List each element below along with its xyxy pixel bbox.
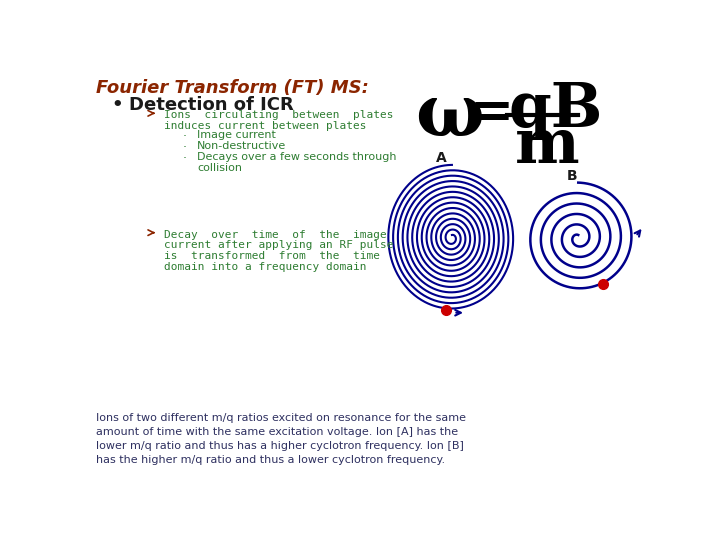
Text: is  transformed  from  the  time: is transformed from the time [163, 251, 379, 261]
Text: current after applying an RF pulse: current after applying an RF pulse [163, 240, 393, 251]
Text: •: • [112, 96, 123, 113]
Text: ·: · [183, 141, 187, 154]
Text: m: m [515, 117, 580, 177]
Text: induces current between plates: induces current between plates [163, 121, 366, 131]
Text: ·: · [183, 152, 187, 165]
Text: A: A [436, 151, 447, 165]
Text: ·: · [183, 130, 187, 143]
Text: Ions of two different m/q ratios excited on resonance for the same
amount of tim: Ions of two different m/q ratios excited… [96, 413, 467, 465]
Text: =: = [469, 88, 514, 139]
Text: ω: ω [415, 80, 485, 151]
Text: domain into a frequency domain: domain into a frequency domain [163, 262, 366, 272]
Text: B: B [567, 168, 577, 183]
Text: Fourier Transform (FT) MS:: Fourier Transform (FT) MS: [96, 79, 369, 97]
Text: Decay  over  time  of  the  image: Decay over time of the image [163, 230, 387, 240]
Text: Decays over a few seconds through: Decays over a few seconds through [197, 152, 397, 162]
Text: Image current: Image current [197, 130, 276, 140]
Text: qB: qB [508, 80, 603, 140]
Text: collision: collision [197, 163, 242, 173]
Text: Ions  circulating  between  plates: Ions circulating between plates [163, 110, 393, 120]
Text: Non-destructive: Non-destructive [197, 141, 287, 151]
Text: Detection of ICR: Detection of ICR [129, 96, 294, 113]
